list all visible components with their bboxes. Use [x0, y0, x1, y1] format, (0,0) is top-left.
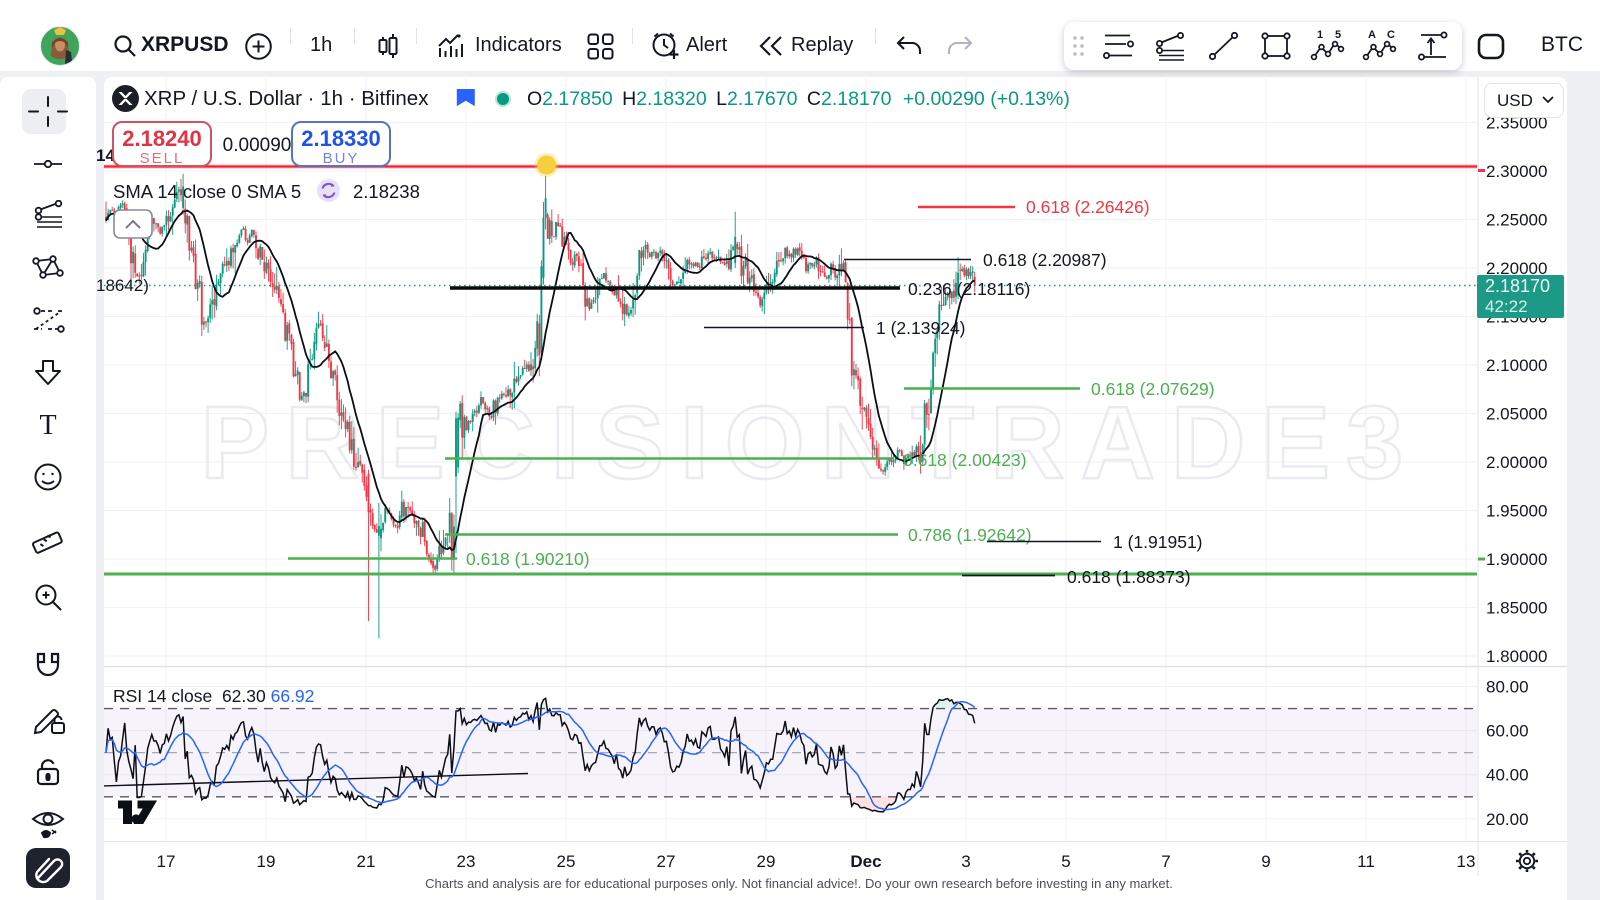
- svg-text:2.25000: 2.25000: [1486, 211, 1547, 230]
- svg-text:18642): 18642): [96, 276, 149, 295]
- svg-text:PRECISIONTRADE3: PRECISIONTRADE3: [201, 385, 1420, 500]
- svg-text:17: 17: [157, 852, 176, 871]
- svg-text:1 (2.13924): 1 (2.13924): [876, 318, 966, 338]
- svg-text:1.80000: 1.80000: [1486, 647, 1547, 666]
- svg-text:2.18170: 2.18170: [1485, 276, 1550, 296]
- svg-text:25: 25: [557, 852, 576, 871]
- svg-text:2.35000: 2.35000: [1486, 114, 1547, 133]
- svg-text:20.00: 20.00: [1486, 810, 1529, 829]
- svg-text:13: 13: [1457, 852, 1476, 871]
- svg-text:29: 29: [757, 852, 776, 871]
- svg-text:19: 19: [257, 852, 276, 871]
- svg-text:2.20000: 2.20000: [1486, 259, 1547, 278]
- svg-text:1.90000: 1.90000: [1486, 550, 1547, 569]
- svg-text:A: A: [1368, 29, 1376, 41]
- svg-text:Dec: Dec: [850, 852, 881, 871]
- svg-text:5: 5: [1335, 29, 1341, 41]
- svg-text:0.236 (2.18116): 0.236 (2.18116): [908, 279, 1030, 299]
- svg-text:1 (1.91951): 1 (1.91951): [1113, 532, 1203, 552]
- svg-text:40.00: 40.00: [1486, 766, 1529, 785]
- svg-text:1.85000: 1.85000: [1486, 599, 1547, 618]
- svg-text:3: 3: [961, 852, 970, 871]
- svg-text:14: 14: [96, 146, 115, 165]
- svg-text:2.00000: 2.00000: [1486, 453, 1547, 472]
- svg-text:2.05000: 2.05000: [1486, 405, 1547, 424]
- svg-text:5: 5: [1061, 852, 1070, 871]
- svg-text:0.618 (2.07629): 0.618 (2.07629): [1091, 379, 1215, 399]
- svg-text:80.00: 80.00: [1486, 678, 1529, 697]
- svg-text:0.618 (1.88373): 0.618 (1.88373): [1067, 567, 1191, 587]
- svg-text:1: 1: [1317, 29, 1323, 41]
- svg-text:0.618 (2.26426): 0.618 (2.26426): [1026, 197, 1150, 217]
- svg-text:11: 11: [1357, 852, 1375, 871]
- svg-text:2.30000: 2.30000: [1486, 162, 1547, 181]
- svg-text:23: 23: [457, 852, 476, 871]
- svg-text:0.618 (2.00423): 0.618 (2.00423): [903, 450, 1027, 470]
- svg-text:0.618 (1.90210): 0.618 (1.90210): [466, 549, 590, 569]
- svg-text:9: 9: [1261, 852, 1270, 871]
- svg-text:C: C: [1387, 29, 1395, 41]
- svg-text:T: T: [39, 410, 56, 438]
- svg-text:2.10000: 2.10000: [1486, 356, 1547, 375]
- svg-text:0.618 (2.20987): 0.618 (2.20987): [983, 250, 1107, 270]
- svg-text:42:22: 42:22: [1485, 297, 1528, 316]
- svg-text:21: 21: [357, 852, 376, 871]
- svg-text:27: 27: [657, 852, 676, 871]
- svg-text:0.786 (1.92642): 0.786 (1.92642): [908, 525, 1032, 545]
- svg-text:7: 7: [1161, 852, 1170, 871]
- svg-text:1.95000: 1.95000: [1486, 502, 1547, 521]
- svg-text:60.00: 60.00: [1486, 722, 1529, 741]
